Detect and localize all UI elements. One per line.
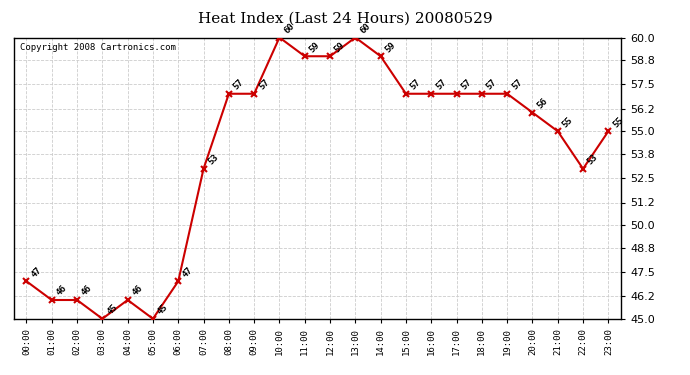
Text: 57: 57 <box>460 78 473 92</box>
Text: 57: 57 <box>510 78 524 92</box>
Text: 53: 53 <box>586 153 600 166</box>
Text: 60: 60 <box>282 21 296 35</box>
Text: 57: 57 <box>434 78 448 92</box>
Text: 56: 56 <box>535 96 549 110</box>
Text: 46: 46 <box>80 284 94 298</box>
Text: 47: 47 <box>29 265 43 279</box>
Text: 57: 57 <box>232 78 246 92</box>
Text: 45: 45 <box>105 303 119 316</box>
Text: 47: 47 <box>181 265 195 279</box>
Text: 55: 55 <box>611 115 625 129</box>
Text: 53: 53 <box>206 153 220 166</box>
Text: 57: 57 <box>484 78 499 92</box>
Text: 59: 59 <box>333 40 347 54</box>
Text: 55: 55 <box>560 115 575 129</box>
Text: Heat Index (Last 24 Hours) 20080529: Heat Index (Last 24 Hours) 20080529 <box>198 11 492 25</box>
Text: 46: 46 <box>130 284 144 298</box>
Text: 45: 45 <box>156 303 170 316</box>
Text: 59: 59 <box>308 40 322 54</box>
Text: 57: 57 <box>408 78 423 92</box>
Text: 46: 46 <box>55 284 68 298</box>
Text: 60: 60 <box>358 21 372 35</box>
Text: Copyright 2008 Cartronics.com: Copyright 2008 Cartronics.com <box>20 43 176 52</box>
Text: 59: 59 <box>384 40 397 54</box>
Text: 57: 57 <box>257 78 271 92</box>
